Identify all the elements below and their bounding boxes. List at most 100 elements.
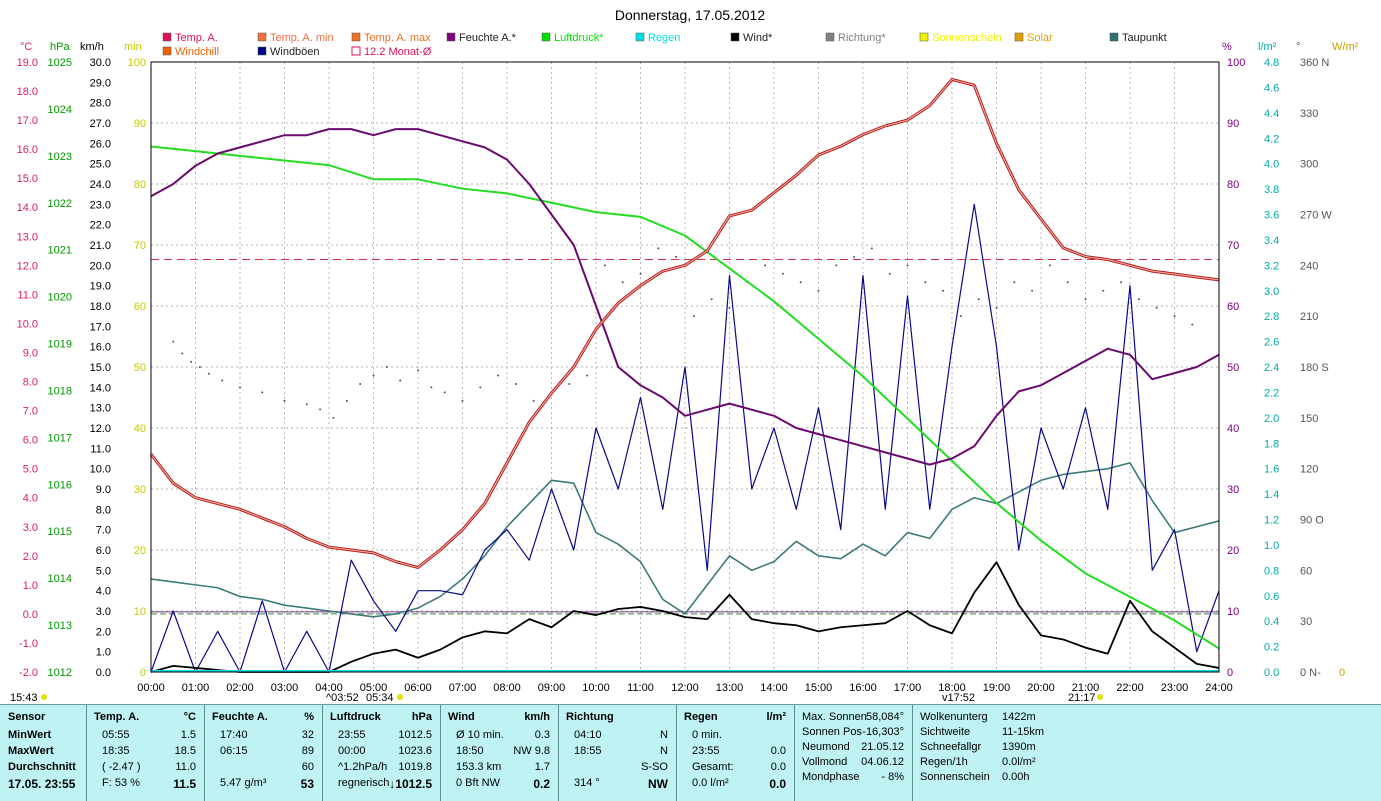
astro-row-label: Neumond [802,741,850,753]
axis-unit-label: km/h [80,41,104,53]
tick-label-rain: 1.6 [1264,464,1279,476]
misc-row-value: 1390m [1002,741,1036,753]
tick-label-rain: 2.0 [1264,413,1279,425]
tick-label-kmh: 10.0 [90,464,111,476]
series-layer [149,77,1220,673]
legend-label: Wind* [743,32,773,44]
legend-label: Windböen [270,46,320,58]
tick-label-percent: 10 [1227,606,1239,618]
direction-dot [305,403,308,406]
direction-dot [603,264,606,267]
direction-dot [319,408,322,411]
direction-dot [221,379,224,382]
tick-label-hpa: 1014 [48,573,72,585]
tick-label-celsius: 19.0 [17,57,38,69]
tick-label-min: 70 [134,240,146,252]
tick-label-rain: 4.6 [1264,82,1279,94]
astro-row-value: - 8% [881,771,904,783]
direction-dot [1173,315,1176,318]
humidity-row-label: 06:15 [220,745,248,757]
tick-label-direction: 240 [1300,260,1318,272]
tick-label-min: 10 [134,606,146,618]
direction-dot [190,360,193,363]
tick-label-percent: 20 [1227,545,1239,557]
legend-label: Sonnenschein [932,32,1002,44]
temp-row-value: 11.5 [173,777,196,791]
misc-row-value: 1422m [1002,711,1036,723]
tick-label-celsius: 8.0 [23,377,38,389]
direction-dot [479,386,482,389]
tick-label-celsius: 12.0 [17,260,38,272]
tick-label-kmh: 5.0 [96,565,111,577]
sun-marker-icon [397,694,403,700]
tick-label-hpa: 1022 [48,198,72,210]
tick-label-direction: 180 S [1300,362,1329,374]
tick-label-time: 04:00 [315,682,343,694]
tick-label-percent: 0 [1227,667,1233,679]
legend-swatch [257,46,267,56]
pressure-row-label: 23:55 [338,729,366,741]
direction-dot [692,315,695,318]
direction-row-label: 314 ° [574,777,600,789]
tick-label-time: 13:00 [716,682,744,694]
direction-dot [621,281,624,284]
direction-dot [261,391,264,394]
legend-swatch [635,32,645,42]
astro-row-label: Mondphase [802,771,860,783]
tick-label-hpa: 1024 [48,104,72,116]
legend-swatch [257,32,267,42]
direction-dot [1191,323,1194,326]
direction-dot [1013,281,1016,284]
tick-label-rain: 2.2 [1264,387,1279,399]
misc-row-value: 11-15km [1002,726,1044,738]
tick-label-rain: 2.6 [1264,337,1279,349]
plot-frame [150,61,1220,673]
tick-label-direction: 0 N- [1300,667,1321,679]
wind-row-label: Ø 10 min. [456,729,504,741]
tick-label-time: 19:00 [983,682,1011,694]
wind-header: Wind [448,711,475,723]
direction-dot [1066,281,1069,284]
tick-label-time: 23:00 [1161,682,1189,694]
tick-label-percent: 50 [1227,362,1239,374]
tick-label-time: 11:00 [627,682,654,694]
direction-dot [995,306,998,309]
tick-label-time: 00:00 [137,682,165,694]
tick-label-hpa: 1019 [48,339,72,351]
direction-dot [1102,289,1105,292]
direction-dot [372,374,375,377]
tick-label-rain: 4.8 [1264,57,1279,69]
humidity-row-value: 53 [300,777,314,791]
rain-row-label: 0.0 l/m² [692,777,729,789]
tick-label-direction: 300 [1300,159,1318,171]
tick-label-kmh: 3.0 [96,606,111,618]
misc-row-value: 0.00h [1002,771,1030,783]
temp-row-label: ( -2.47 ) [102,761,141,773]
tick-label-hpa: 1016 [48,479,72,491]
temp-row-value: 18.5 [174,745,196,757]
tick-label-kmh: 16.0 [90,342,111,354]
rain-header: Regen [684,711,718,723]
tick-label-time: 22:00 [1116,682,1144,694]
direction-dot [239,386,241,389]
tick-label-kmh: 22.0 [90,220,111,232]
tick-label-direction: 30 [1300,616,1312,628]
tick-label-kmh: 20.0 [90,260,111,272]
temp-row-value: 11.0 [175,761,196,773]
direction-dot [399,379,402,382]
tick-label-min: 100 [128,57,146,69]
pressure-header: Luftdruck [330,711,381,723]
direction-dot [835,264,838,267]
tick-label-rain: 4.4 [1264,108,1279,120]
direction-row-value: N [660,729,668,741]
rain-unit: l/m² [766,711,786,723]
direction-column: Richtung 04:10 N 18:55 N S-SO 314 ° NW [558,705,677,801]
tick-label-kmh: 29.0 [90,77,111,89]
direction-row-value: S-SO [641,761,668,773]
tick-label-rain: 3.6 [1264,210,1279,222]
axis-unit-label: W/m² [1332,41,1359,53]
sun-marker-icon [1097,694,1103,700]
series-line-temp [150,78,1220,568]
tick-label-kmh: 19.0 [90,281,111,293]
rain-row-value: 0.0 [770,761,786,773]
